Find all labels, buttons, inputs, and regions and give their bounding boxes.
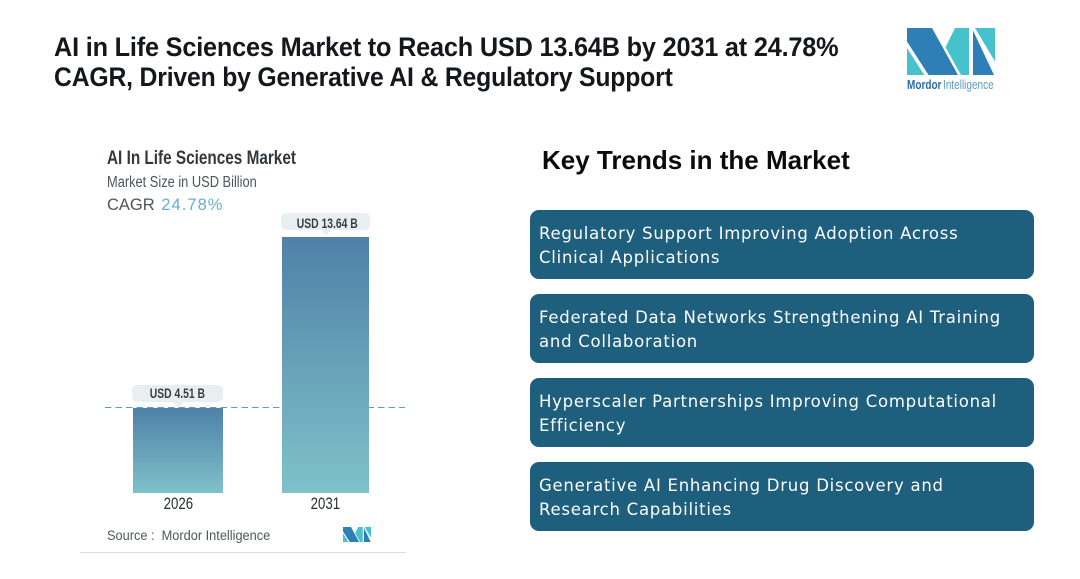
- source-value: Mordor Intelligence: [161, 527, 271, 543]
- chart-subtitle: Market Size in USD Billion: [107, 174, 257, 191]
- page-title-line2: CAGR, Driven by Generative AI & Regulato…: [54, 62, 673, 92]
- cagr-value: 24.78%: [161, 195, 224, 214]
- bar-2031: [282, 237, 369, 493]
- trend-box-generative: Generative AI Enhancing Drug Discovery a…: [530, 462, 1034, 531]
- brand-name-mordor: Mordor: [907, 78, 942, 92]
- axis-label-2031: 2031: [310, 495, 340, 513]
- page-title-line1: AI in Life Sciences Market to Reach USD …: [54, 32, 839, 62]
- mini-logo-icon: [343, 527, 371, 547]
- trend-line: Clinical Applications: [539, 248, 721, 267]
- trend-line: Research Capabilities: [539, 500, 732, 519]
- trends-heading: Key Trends in the Market: [542, 144, 850, 175]
- mordor-logo-mark-icon: [907, 28, 995, 75]
- brand-wordmark: Mordor Intelligence: [907, 78, 994, 92]
- market-chart-card: AI In Life Sciences Market Market Size i…: [80, 130, 406, 553]
- bar-value-pointer-2026: [172, 401, 183, 408]
- axis-label-2026: 2026: [163, 495, 193, 513]
- chart-source: Source : Mordor Intelligence: [107, 527, 286, 543]
- chart-title: AI In Life Sciences Market: [107, 148, 296, 169]
- page-title: AI in Life Sciences Market to Reach USD …: [54, 32, 892, 92]
- source-label: Source :: [107, 527, 155, 543]
- bar-2026: [133, 408, 223, 493]
- bar-value-label-2026: USD 4.51 B: [132, 384, 223, 402]
- bar-value-label-2031: USD 13.64 B: [281, 213, 370, 231]
- trend-line: Regulatory Support Improving Adoption Ac…: [539, 223, 959, 243]
- trend-line: Federated Data Networks Strengthening AI…: [539, 307, 1001, 327]
- chart-cagr: CAGR 24.78%: [107, 196, 224, 215]
- bar-chart-plot: USD 4.51 B USD 13.64 B 2026 2031: [80, 130, 406, 553]
- trend-line: Generative AI Enhancing Drug Discovery a…: [539, 475, 944, 495]
- mini-logo-mark-icon: [343, 527, 371, 542]
- trend-box-federated: Federated Data Networks Strengthening AI…: [530, 294, 1034, 363]
- reference-dashed-line: [105, 406, 405, 408]
- trend-line: Efficiency: [539, 416, 627, 435]
- trend-line: Hyperscaler Partnerships Improving Compu…: [539, 391, 997, 411]
- mordor-intelligence-logo: Mordor Intelligence: [907, 28, 997, 94]
- brand-name-intelligence: Intelligence: [943, 78, 994, 92]
- trend-line: and Collaboration: [539, 332, 699, 351]
- cagr-label: CAGR: [107, 195, 155, 214]
- trend-box-regulatory: Regulatory Support Improving Adoption Ac…: [530, 210, 1034, 279]
- bar-value-pointer-2031: [320, 230, 331, 236]
- trend-box-hyperscaler: Hyperscaler Partnerships Improving Compu…: [530, 378, 1034, 447]
